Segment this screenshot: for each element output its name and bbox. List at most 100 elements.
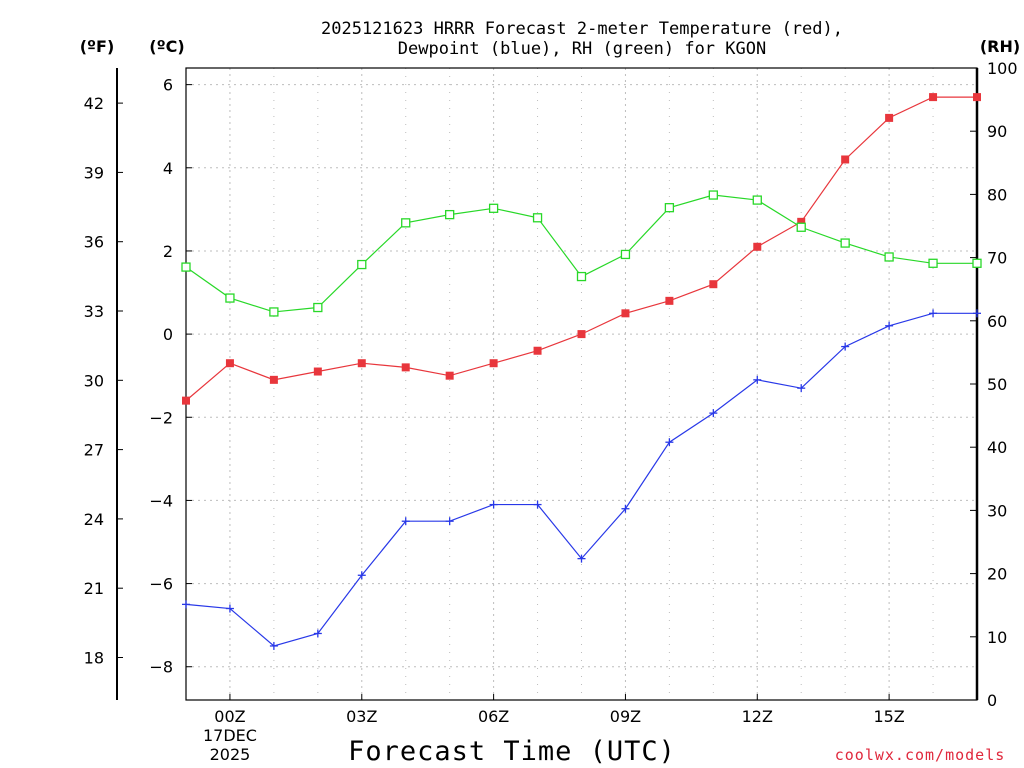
dewpoint-point: [313, 629, 322, 638]
celsius-tick-label: −6: [149, 575, 173, 594]
fahrenheit-tick-label: 30: [84, 371, 104, 390]
x-tick-date-label: 17DEC: [203, 726, 257, 745]
rh-point: [181, 262, 191, 272]
2-meter-temperature-point: [313, 367, 322, 376]
x-tick-label: 03Z: [346, 707, 377, 726]
dewpoint-point: [225, 604, 234, 613]
fahrenheit-tick-label: 39: [84, 163, 104, 182]
2-meter-temperature-point: [533, 346, 542, 355]
x-tick-year-label: 2025: [210, 745, 251, 764]
rh-point: [401, 218, 411, 228]
celsius-tick-label: 2: [163, 242, 173, 261]
rh-tick-label: 0: [987, 691, 997, 710]
rh-point: [269, 307, 279, 317]
fahrenheit-tick-label: 24: [84, 510, 104, 529]
2-meter-temperature-point: [401, 363, 410, 372]
rh-point: [357, 259, 367, 270]
2-meter-temperature-point: [269, 375, 278, 384]
fahrenheit-tick-label: 21: [84, 579, 104, 598]
grid-lines: [186, 68, 977, 700]
2-meter-temperature-point: [577, 330, 586, 339]
rh-point: [225, 293, 235, 303]
fahrenheit-tick-label: 36: [84, 233, 104, 252]
rh-unit-label: (RH): [980, 37, 1020, 56]
dewpoint-point: [533, 500, 542, 509]
rh-tick-label: 10: [987, 628, 1007, 647]
axes: [116, 67, 979, 701]
2-meter-temperature-point: [357, 359, 366, 368]
2-meter-temperature-point: [182, 396, 190, 405]
tick-labels: 6420−2−4−6−81821242730333639420102030405…: [84, 59, 1018, 764]
chart-title-line2: Dewpoint (blue), RH (green) for KGON: [398, 39, 766, 59]
celsius-tick-label: 0: [163, 325, 173, 344]
2-meter-temperature-point: [929, 93, 938, 102]
rh-tick-label: 50: [987, 375, 1007, 394]
dewpoint-point: [357, 571, 366, 580]
rh-tick-label: 60: [987, 312, 1007, 331]
rh-point: [752, 195, 762, 205]
dewpoint-point: [401, 517, 410, 526]
rh-point: [532, 213, 543, 223]
celsius-unit-label: (ºC): [149, 37, 184, 56]
celsius-tick-label: 6: [163, 76, 173, 95]
chart-title-line1: 2025121623 HRRR Forecast 2-meter Tempera…: [321, 19, 843, 39]
rh-point: [928, 258, 938, 268]
celsius-tick-label: −2: [149, 408, 173, 427]
fahrenheit-tick-label: 27: [84, 441, 104, 460]
rh-point: [664, 203, 675, 213]
dewpoint-point: [841, 342, 850, 351]
rh-tick-label: 80: [987, 185, 1007, 204]
2-meter-temperature-point: [753, 242, 762, 251]
rh-tick-label: 100: [987, 59, 1018, 78]
x-tick-label: 00Z: [214, 707, 245, 726]
credit-text: coolwx.com/models: [835, 746, 1006, 764]
dewpoint-point: [621, 504, 630, 513]
rh-tick-label: 40: [987, 438, 1007, 457]
rh-tick-label: 90: [987, 122, 1007, 141]
dewpoint-point: [445, 517, 454, 526]
dewpoint-point: [577, 554, 586, 563]
rh-point: [708, 190, 718, 200]
rh-point: [445, 209, 455, 220]
dewpoint-point: [489, 500, 498, 509]
2-meter-temperature-point: [973, 93, 981, 102]
2-meter-temperature-point: [709, 280, 718, 289]
rh-point: [576, 271, 587, 282]
dewpoint-point: [797, 384, 806, 393]
rh-point: [488, 203, 499, 213]
dewpoint-point: [929, 309, 938, 318]
data-series: [181, 93, 982, 650]
2-meter-temperature-point: [489, 359, 498, 368]
celsius-tick-label: 4: [163, 159, 173, 178]
dewpoint-point: [709, 409, 718, 418]
2-meter-temperature-point: [445, 371, 454, 380]
x-tick-label: 15Z: [873, 707, 904, 726]
fahrenheit-tick-label: 33: [84, 302, 104, 321]
fahrenheit-tick-label: 18: [84, 648, 104, 667]
fahrenheit-tick-label: 42: [84, 94, 104, 113]
2-meter-temperature-line: [185, 96, 977, 402]
rh-point: [796, 222, 806, 232]
x-tick-label: 06Z: [478, 707, 509, 726]
dewpoint-point: [665, 438, 674, 447]
x-tick-label: 12Z: [742, 707, 773, 726]
rh-tick-label: 30: [987, 501, 1007, 520]
2-meter-temperature-point: [885, 113, 894, 122]
rh-point: [972, 258, 982, 268]
celsius-tick-label: −4: [149, 491, 173, 510]
rh-point: [313, 302, 323, 313]
2-meter-temperature-point: [225, 359, 234, 368]
2-meter-temperature-point: [665, 296, 674, 305]
2-meter-temperature-point: [621, 309, 630, 318]
x-axis-label: Forecast Time (UTC): [348, 736, 676, 767]
x-tick-label: 09Z: [610, 707, 641, 726]
plot-frame: [185, 67, 978, 701]
2-meter-temperature-point: [841, 155, 850, 164]
rh-point: [620, 249, 631, 260]
rh-point: [840, 238, 850, 248]
dewpoint-point: [753, 375, 762, 384]
dewpoint-point: [269, 641, 278, 650]
rh-tick-label: 20: [987, 565, 1007, 584]
dewpoint-point: [973, 309, 981, 318]
